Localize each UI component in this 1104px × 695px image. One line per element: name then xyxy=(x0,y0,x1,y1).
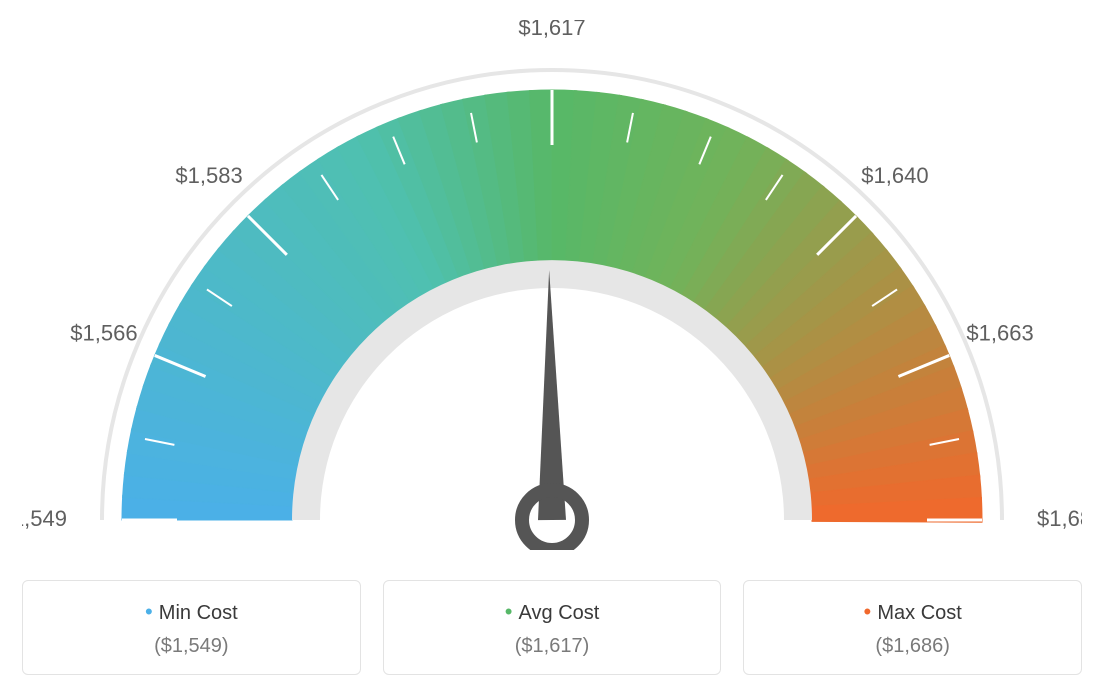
gauge-tick-label: $1,583 xyxy=(175,163,242,188)
legend-card-min: Min Cost ($1,549) xyxy=(22,580,361,675)
gauge-tick-label: $1,663 xyxy=(966,320,1033,345)
legend-card-avg: Avg Cost ($1,617) xyxy=(383,580,722,675)
gauge-tick-label: $1,640 xyxy=(861,163,928,188)
legend-min-label: Min Cost xyxy=(33,599,350,625)
legend-avg-value: ($1,617) xyxy=(394,635,711,658)
legend-min-value: ($1,549) xyxy=(33,635,350,658)
gauge-svg: $1,549 $1,566 $1,583 $1,617 $1,640 $1,663 $1,6… xyxy=(22,20,1082,550)
gauge-tick-label: $1,686 xyxy=(1037,506,1082,531)
legend-row: Min Cost ($1,549) Avg Cost ($1,617) Max … xyxy=(22,580,1082,675)
legend-max-value: ($1,686) xyxy=(754,635,1071,658)
gauge-area: $1,549 $1,566 $1,583 $1,617 $1,640 $1,663 $1,6… xyxy=(22,20,1082,550)
gauge-tick-label: $1,549 xyxy=(22,506,67,531)
legend-card-max: Max Cost ($1,686) xyxy=(743,580,1082,675)
cost-gauge-chart: $1,549 $1,566 $1,583 $1,617 $1,640 $1,663 $1,6… xyxy=(22,20,1082,675)
legend-avg-label: Avg Cost xyxy=(394,599,711,625)
gauge-tick-label: $1,566 xyxy=(70,320,137,345)
legend-max-label: Max Cost xyxy=(754,599,1071,625)
gauge-tick-label: $1,617 xyxy=(518,20,585,40)
